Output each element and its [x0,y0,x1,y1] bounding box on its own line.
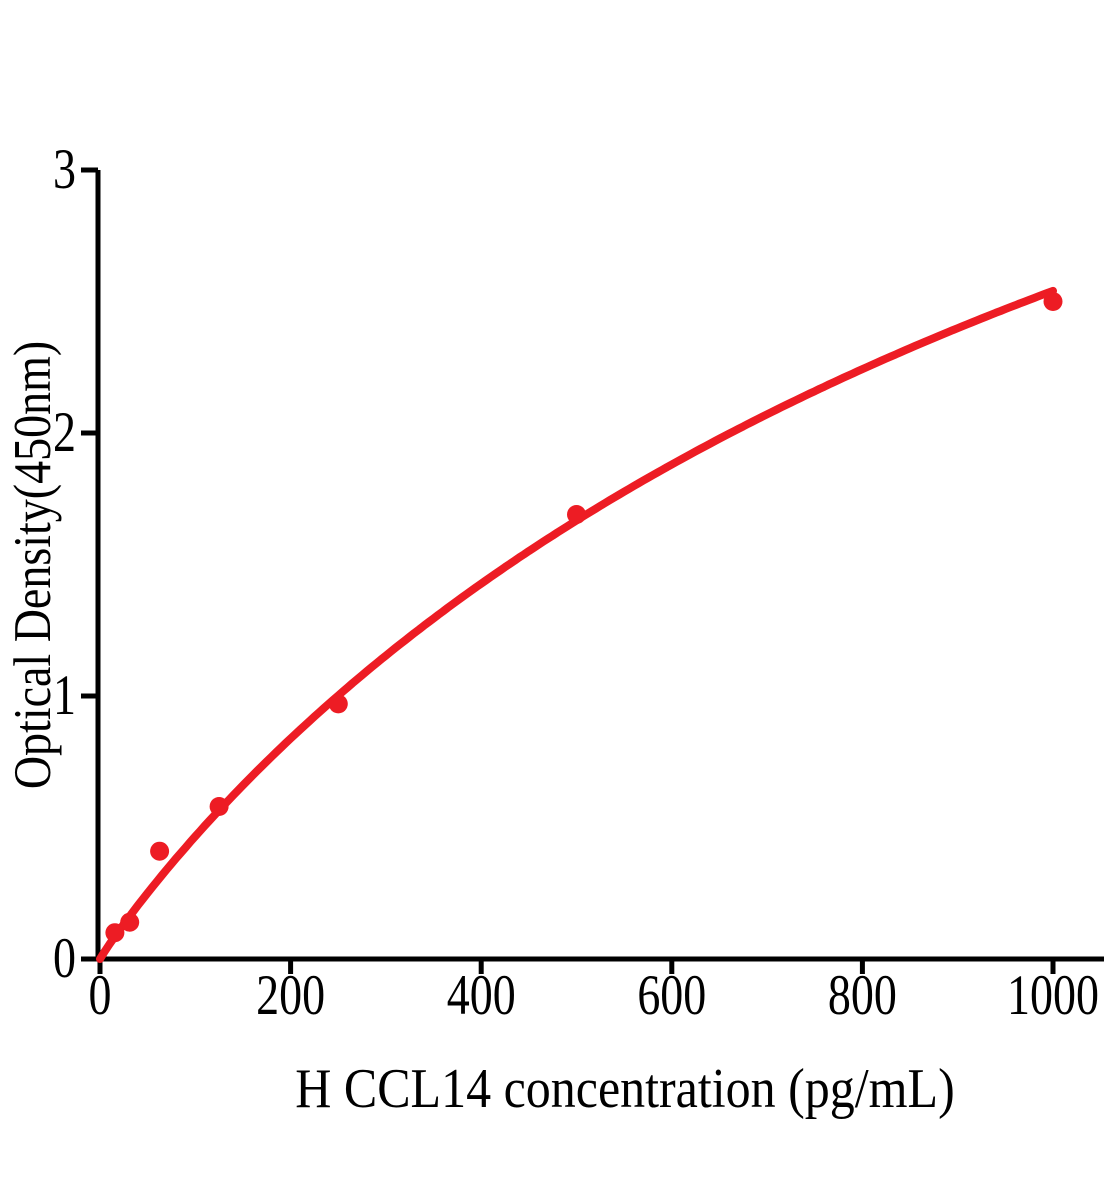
data-point [120,912,140,932]
y-tick-label: 2 [53,401,76,464]
x-tick-label: 200 [256,964,325,1027]
data-points-group [105,292,1063,943]
x-tick-label: 800 [828,964,897,1027]
x-axis-title: H CCL14 concentration (pg/mL) [295,1058,954,1119]
x-tick-label: 400 [447,964,516,1027]
axes-group [81,167,1104,974]
y-tick-label: 0 [53,927,76,990]
x-tick-label: 600 [637,964,706,1027]
data-point [328,694,348,714]
standard-curve-line [96,286,1057,963]
y-tick-label: 1 [53,664,76,727]
data-point [150,841,170,861]
data-point [1043,292,1063,311]
data-point [567,505,586,524]
y-axis-title: Optical Density(450nm) [3,341,62,789]
y-tick-label: 3 [53,138,76,201]
tick-labels-group: 0 1 2 3 0 200 400 600 800 1000 [53,138,1099,1027]
data-point [105,923,125,943]
data-point [209,797,229,816]
x-tick-label: 1000 [1007,964,1099,1027]
x-tick-label: 0 [89,964,112,1027]
